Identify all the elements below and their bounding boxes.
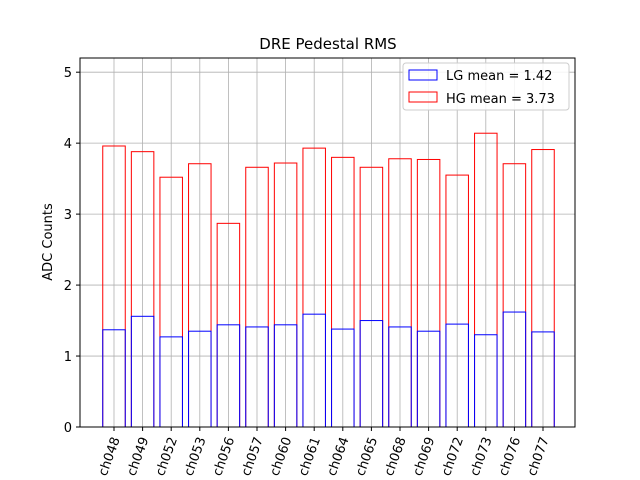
legend-box [402,62,570,111]
legend-label-hg: HG mean = 3.73 [446,92,555,107]
y-tick-label: 4 [64,137,72,152]
grid-layer [80,58,575,428]
legend-swatch-lg [408,69,438,81]
legend: LG mean = 1.42 HG mean = 3.73 [402,62,570,111]
chart-title: DRE Pedestal RMS [259,35,396,53]
y-tick-label: 5 [64,66,72,81]
y-axis: 0 1 2 3 4 5 [64,66,80,436]
legend-swatch-hg [408,91,438,103]
y-tick-label: 1 [64,350,72,365]
legend-label-lg: LG mean = 1.42 [446,69,552,84]
plot-frame [79,57,576,428]
y-tick-label: 0 [64,421,72,436]
y-tick-label: 3 [64,208,72,223]
y-axis-title: ADC Counts [41,203,56,281]
y-tick-label: 2 [64,279,72,294]
